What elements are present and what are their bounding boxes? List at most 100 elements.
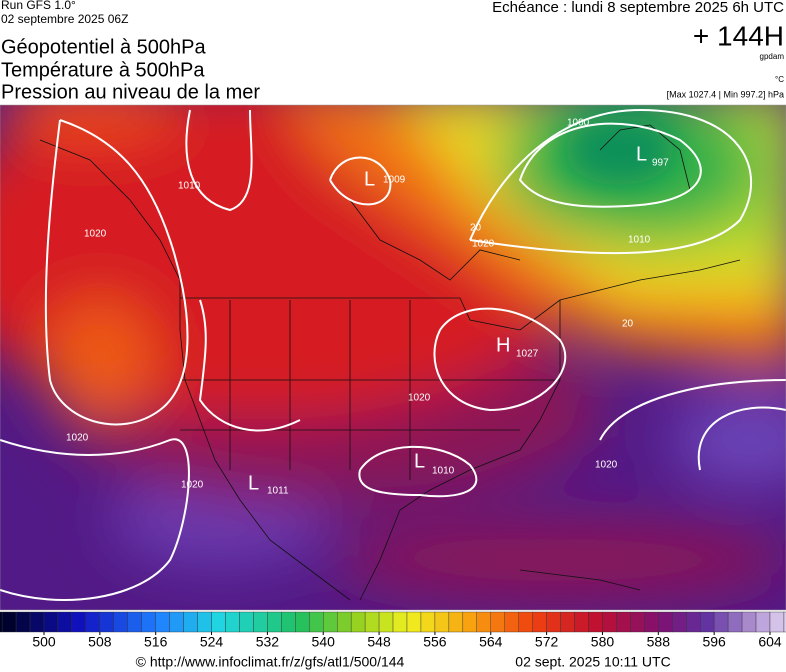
colorbar-swatch	[434, 611, 450, 633]
colorbar-swatch	[588, 611, 603, 633]
colorbar-swatch	[1, 611, 17, 633]
colorbar-swatch	[504, 611, 519, 633]
colorbar-tick-label: 532	[256, 634, 280, 650]
map-label: 1020	[408, 393, 431, 404]
colorbar-swatch	[197, 611, 212, 633]
colorbar-tick-label: 564	[479, 634, 503, 650]
pressure-range: [Max 1027.4 | Min 997.2] hPa	[667, 89, 784, 99]
title-line: Géopotentiel à 500hPa	[1, 36, 206, 58]
map-label: 1020	[595, 460, 618, 471]
colorbar-tick-label: 556	[423, 634, 447, 650]
title-line: Température à 500hPa	[1, 59, 205, 81]
map-labels: 1000 L 997 1010 1010 1020 L 1009 20 1020 H 1027 20 10…	[66, 118, 669, 497]
colorbar-swatch	[309, 611, 324, 633]
colorbar-swatch	[392, 611, 408, 633]
colorbar-swatch	[99, 611, 115, 633]
colorbar-swatch	[420, 611, 436, 633]
colorbar-swatch	[546, 611, 561, 633]
map-frame	[0, 104, 786, 611]
colorbar-tick-label: 508	[88, 634, 112, 650]
colorbar-swatch	[141, 611, 156, 633]
map-label: 1009	[383, 175, 406, 186]
colorbar-swatch	[769, 611, 785, 633]
colorbar-swatch	[378, 611, 394, 633]
colorbar-swatch	[295, 611, 310, 633]
coastlines	[39, 124, 741, 601]
map-label: 1020	[84, 229, 107, 240]
temperature-field	[0, 105, 786, 600]
colorbar-swatch	[113, 611, 128, 633]
colorbar-swatch	[783, 611, 786, 633]
colorbar-swatch	[476, 611, 491, 633]
low-center	[565, 115, 675, 185]
map-label: 1010	[432, 466, 455, 477]
source-url: © http://www.infoclimat.fr/z/gfs/atl1/50…	[136, 654, 405, 670]
map-label: L	[636, 143, 647, 165]
map-label: 1010	[178, 181, 201, 192]
map-label: 20	[470, 223, 482, 234]
colorbar-swatch	[574, 611, 589, 633]
title-line: Pression au niveau de la mer	[1, 81, 260, 103]
map-label: 20	[622, 319, 634, 330]
colorbar-swatch	[211, 611, 226, 633]
colorbar-swatch	[323, 611, 338, 633]
colorbar-tick-label: 516	[144, 634, 168, 650]
colorbar-swatch	[672, 611, 687, 633]
colorbar-swatch	[350, 611, 366, 633]
colorbar-tick-label: 572	[535, 634, 559, 650]
map-label: L	[248, 472, 259, 494]
colorbar-swatch	[281, 611, 296, 633]
map-label: 1027	[516, 349, 539, 360]
lead-time: + 144H	[693, 20, 784, 51]
colorbar-swatch	[755, 611, 771, 633]
colorbar-swatch	[462, 611, 478, 633]
colorbar-tick-label: 548	[367, 634, 391, 650]
colorbar-swatch	[630, 611, 645, 633]
colorbar-swatch	[490, 611, 505, 633]
colorbar-tick-label: 604	[758, 634, 782, 650]
map-label: L	[364, 168, 375, 190]
colorbar-swatch	[364, 611, 380, 633]
map-label: H	[496, 334, 510, 356]
map-label: 1011	[267, 486, 289, 497]
run-label: Run GFS 1.0°	[1, 0, 76, 12]
unit-label: gpdam	[760, 52, 785, 61]
colorbar-swatch	[602, 611, 617, 633]
map-label: 1020	[181, 480, 204, 491]
colorbar-swatch	[686, 611, 701, 633]
colorbar-swatch	[127, 611, 142, 633]
colorbar-swatch	[518, 611, 533, 633]
colorbar-swatch	[699, 611, 715, 633]
colorbar-tick-label: 500	[32, 634, 56, 650]
valid-time: Echéance : lundi 8 septembre 2025 6h UTC	[492, 0, 784, 16]
colorbar-swatch	[713, 611, 729, 633]
map: 1000 L 997 1010 1010 1020 L 1009 20 1020 H 1027 20 10…	[0, 105, 786, 610]
colorbar-swatch	[741, 611, 757, 633]
map-label: 1020	[472, 239, 495, 250]
colorbar-swatch	[644, 611, 659, 633]
colorbar-swatch	[183, 611, 198, 633]
colorbar-swatch	[616, 611, 631, 633]
colorbar-swatch	[29, 611, 45, 633]
colorbar-swatch	[406, 611, 422, 633]
colorbar-swatch	[239, 611, 254, 633]
colorbar-swatch	[43, 611, 59, 633]
colorbar-swatch	[0, 611, 3, 633]
colorbar-swatch	[155, 611, 170, 633]
colorbar-swatch	[448, 611, 464, 633]
colorbar-swatch	[560, 611, 575, 633]
colorbar-tick-label: 596	[702, 634, 726, 650]
colorbar-swatch	[57, 611, 73, 633]
colorbar-swatch	[532, 611, 547, 633]
generated-time: 02 sept. 2025 10:11 UTC	[515, 654, 670, 670]
map-label: 997	[652, 158, 669, 169]
colorbar-swatch	[85, 611, 101, 633]
isobars	[0, 108, 786, 601]
colorbar-tick-label: 540	[312, 634, 336, 650]
map-label: 1000	[567, 118, 590, 129]
colorbar: 500 508 516 524 532 540 548 556 564 572 580 588 596 6…	[0, 611, 786, 650]
colorbar-tick-label: 524	[200, 634, 224, 650]
colorbar-swatch	[225, 611, 240, 633]
